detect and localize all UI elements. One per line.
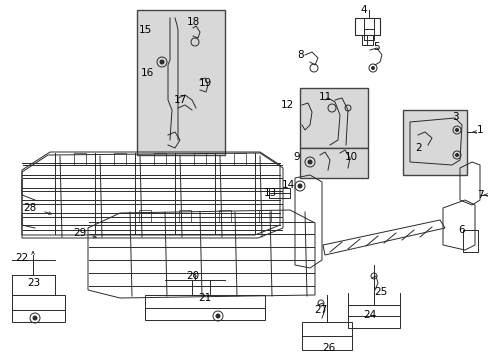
Text: 20: 20	[186, 271, 199, 281]
Bar	[12, 295, 65, 322]
Text: 18: 18	[186, 17, 199, 27]
Text: 1: 1	[476, 125, 482, 135]
Text: 26: 26	[322, 343, 335, 353]
Text: 8: 8	[297, 50, 304, 60]
Bar	[139, 210, 151, 222]
Text: 24: 24	[363, 310, 376, 320]
Text: 28: 28	[23, 203, 37, 213]
Text: 4: 4	[360, 5, 366, 15]
Circle shape	[216, 314, 220, 318]
Text: 5: 5	[372, 42, 379, 52]
Text: 17: 17	[173, 95, 186, 105]
Bar	[268, 188, 289, 198]
Bar	[145, 295, 264, 320]
Bar	[347, 305, 399, 328]
Text: 7: 7	[476, 190, 482, 200]
Text: 14: 14	[281, 180, 294, 190]
Bar	[74, 153, 86, 165]
Text: 13: 13	[263, 188, 276, 198]
Bar	[179, 210, 191, 222]
Circle shape	[454, 129, 458, 131]
Text: 11: 11	[318, 92, 331, 102]
Text: 15: 15	[138, 25, 151, 35]
Text: 6: 6	[458, 225, 465, 235]
Bar	[137, 10, 224, 155]
Circle shape	[297, 184, 302, 188]
Bar	[354, 18, 379, 35]
Circle shape	[454, 153, 458, 157]
Bar	[299, 148, 367, 178]
Circle shape	[160, 60, 163, 64]
Bar	[259, 210, 270, 222]
Text: 10: 10	[344, 152, 357, 162]
Text: 19: 19	[198, 78, 211, 88]
Circle shape	[307, 160, 311, 164]
Text: 16: 16	[140, 68, 153, 78]
Text: 27: 27	[314, 305, 327, 315]
Bar	[194, 153, 205, 165]
Bar	[234, 153, 245, 165]
Text: 29: 29	[73, 228, 86, 238]
Text: 21: 21	[198, 293, 211, 303]
Text: 25: 25	[374, 287, 387, 297]
Circle shape	[33, 316, 37, 320]
Circle shape	[371, 67, 374, 69]
Bar	[114, 153, 126, 165]
Bar	[219, 210, 230, 222]
Bar	[154, 153, 165, 165]
Text: 3: 3	[451, 112, 457, 122]
Bar	[462, 230, 477, 252]
Text: 23: 23	[27, 278, 41, 288]
Text: 9: 9	[293, 152, 300, 162]
Bar	[299, 88, 367, 148]
Text: 12: 12	[280, 100, 293, 110]
Text: 2: 2	[415, 143, 422, 153]
Bar	[302, 322, 351, 350]
Bar	[402, 110, 466, 175]
Text: 22: 22	[15, 253, 29, 263]
